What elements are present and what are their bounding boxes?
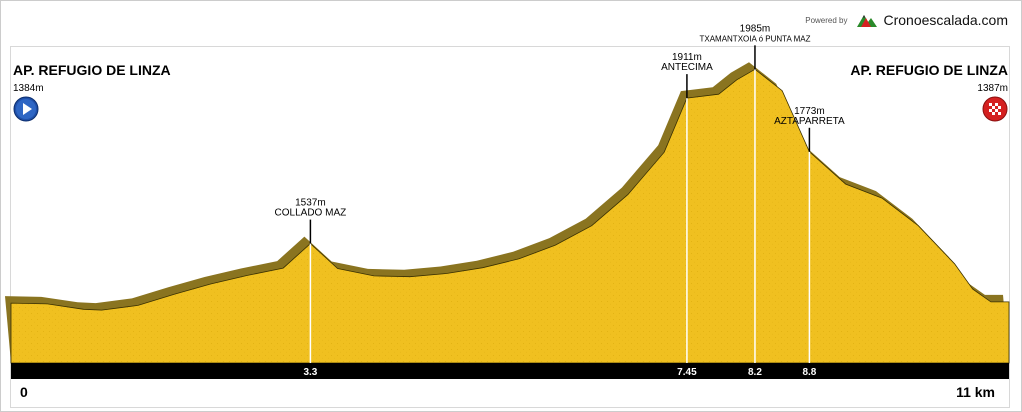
start-elevation: 1384m	[13, 83, 44, 94]
elevation-area	[10, 68, 1010, 364]
distance-axis-bar	[11, 363, 1009, 379]
waypoint-name-2: TXAMANTXOIA ó PUNTA MAZ	[699, 34, 810, 43]
mountain-logo-icon	[857, 15, 878, 27]
finish-elevation: 1387m	[977, 83, 1008, 94]
play-start-icon	[13, 96, 39, 122]
km-tick-label-2: 8.2	[748, 367, 762, 378]
waypoint-name-1: ANTECIMA	[661, 62, 713, 73]
finish-point: AP. REFUGIO DE LINZA 1387m	[850, 62, 1008, 122]
powered-by-label: Powered by	[805, 15, 848, 25]
start-point: AP. REFUGIO DE LINZA 1384m	[13, 62, 171, 127]
waypoint-name-0: COLLADO MAZ	[275, 208, 347, 219]
axis-start-label: 0	[20, 384, 28, 400]
waypoint-elevation-2: 1985m	[740, 23, 771, 34]
waypoint-name-3: AZTAPARRETA	[774, 116, 845, 127]
axis-end-label: 11 km	[956, 384, 995, 400]
brand-name[interactable]: Cronoescalada.com	[883, 12, 1008, 28]
waypoint-elevation-0: 1537m	[295, 198, 326, 209]
plot-frame	[10, 46, 1010, 408]
checkered-flag-icon	[982, 96, 1008, 122]
branding: Powered by Cronoescalada.com	[805, 12, 1008, 28]
start-name: AP. REFUGIO DE LINZA	[13, 62, 171, 78]
waypoint-elevation-3: 1773m	[794, 106, 825, 117]
km-tick-label-0: 3.3	[303, 367, 317, 378]
waypoint-elevation-1: 1911m	[672, 52, 702, 63]
km-tick-label-1: 7.45	[677, 367, 697, 378]
finish-name: AP. REFUGIO DE LINZA	[850, 62, 1008, 78]
km-tick-label-3: 8.8	[802, 367, 816, 378]
